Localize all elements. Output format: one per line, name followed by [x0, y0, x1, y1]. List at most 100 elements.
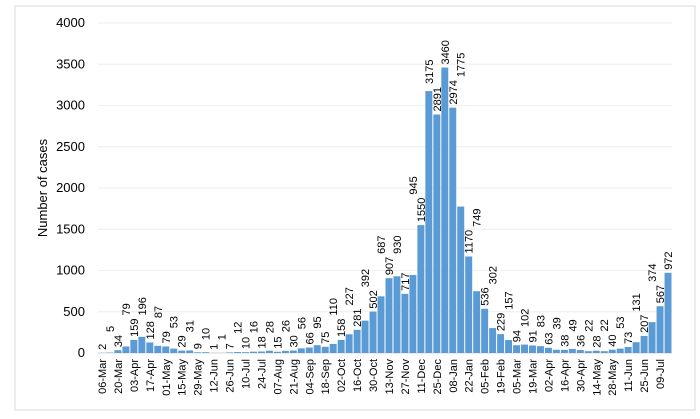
bar [345, 334, 353, 353]
bar [202, 352, 210, 353]
bar [505, 340, 513, 353]
bar [337, 339, 345, 353]
x-tick-label: 19-Mar [527, 359, 539, 394]
data-label: 2891 [432, 87, 444, 111]
x-tick-label: 14-May [591, 359, 603, 396]
x-tick-label: 09-Jul [655, 359, 667, 389]
bar [178, 350, 186, 353]
bar [369, 311, 377, 353]
data-label: 22 [583, 320, 595, 332]
bar [385, 278, 393, 353]
bar [417, 225, 425, 353]
data-label: 53 [169, 316, 181, 328]
data-label: 83 [535, 315, 547, 327]
data-label: 53 [615, 316, 627, 328]
bar [401, 293, 409, 353]
bar [529, 345, 536, 353]
data-label: 22 [599, 319, 611, 331]
data-label: 749 [472, 208, 484, 226]
data-label: 131 [631, 293, 643, 311]
x-tick-label: 18-Sep [320, 359, 332, 394]
x-tick-label: 30-Apr [575, 359, 587, 392]
bar [632, 342, 640, 353]
data-label: 56 [296, 317, 308, 329]
x-tick-label: 30-Oct [368, 359, 380, 392]
data-label: 79 [121, 303, 133, 315]
x-tick-label: 29-May [193, 359, 205, 396]
y-tick-label: 500 [63, 304, 85, 319]
data-labels: 2534791591961288779532931910117121016182… [97, 40, 675, 350]
data-label: 502 [368, 290, 380, 308]
bar [592, 350, 600, 353]
x-tick-label: 25-Dec [432, 359, 444, 395]
bar [433, 114, 441, 354]
data-label: 15 [272, 337, 284, 349]
bar [242, 352, 249, 353]
bar [186, 350, 194, 353]
bar [377, 296, 385, 353]
x-tick-label: 08-Jan [448, 359, 460, 393]
bar [130, 339, 138, 353]
y-tick-label: 2500 [56, 139, 85, 154]
data-label: 30 [288, 335, 300, 347]
x-tick-label: 28-May [607, 359, 619, 396]
gridlines [98, 22, 672, 354]
data-label: 196 [137, 297, 149, 315]
bar [273, 351, 281, 353]
data-label: 281 [352, 308, 364, 326]
data-label: 2 [97, 344, 109, 350]
bar [536, 346, 544, 353]
data-label: 28 [264, 321, 276, 333]
x-tick-label: 11-Jun [623, 359, 635, 392]
x-tick-label: 16-Oct [352, 359, 364, 392]
bars [98, 67, 672, 354]
x-tick-label: 01-May [161, 359, 173, 396]
data-label: 75 [320, 332, 332, 344]
data-label: 29 [177, 335, 189, 347]
data-label: 3175 [424, 60, 436, 84]
bar [481, 308, 489, 353]
data-label: 930 [392, 235, 404, 253]
bar [234, 352, 241, 353]
bar [297, 348, 305, 353]
bar [465, 256, 473, 353]
data-label: 128 [145, 321, 157, 339]
data-label: 907 [384, 257, 396, 275]
bar [640, 335, 648, 353]
data-label: 10 [201, 328, 213, 340]
bar [600, 351, 608, 353]
data-label: 95 [312, 316, 324, 328]
x-tick-label: 17-Apr [145, 359, 157, 392]
bar [568, 348, 576, 353]
data-label: 73 [623, 332, 635, 344]
bar [449, 107, 457, 354]
data-label: 12 [233, 322, 245, 334]
bar [353, 329, 361, 353]
x-tick-label: 25-Jun [639, 359, 651, 393]
x-tick-label: 27-Nov [400, 359, 412, 395]
data-label: 7 [225, 343, 237, 349]
data-label: 49 [567, 319, 579, 331]
y-tick-label: 3500 [56, 56, 85, 71]
bar [656, 306, 664, 353]
data-label: 945 [408, 176, 420, 194]
data-label: 94 [512, 330, 524, 342]
data-label: 2974 [448, 80, 460, 104]
bar [138, 336, 146, 353]
data-label: 63 [543, 333, 555, 345]
x-tick-label: 05-Mar [512, 359, 524, 394]
data-label: 28 [591, 335, 603, 347]
x-tick-label: 03-Apr [129, 359, 141, 392]
data-label: 36 [575, 335, 587, 347]
y-tick-label: 4000 [56, 15, 85, 30]
data-label: 91 [527, 330, 539, 342]
data-label: 5 [105, 326, 117, 332]
bar [616, 348, 624, 353]
data-label: 26 [280, 320, 292, 332]
bar [170, 348, 178, 353]
bar [457, 206, 465, 353]
y-tick-label: 0 [78, 345, 85, 360]
bar [648, 322, 656, 353]
